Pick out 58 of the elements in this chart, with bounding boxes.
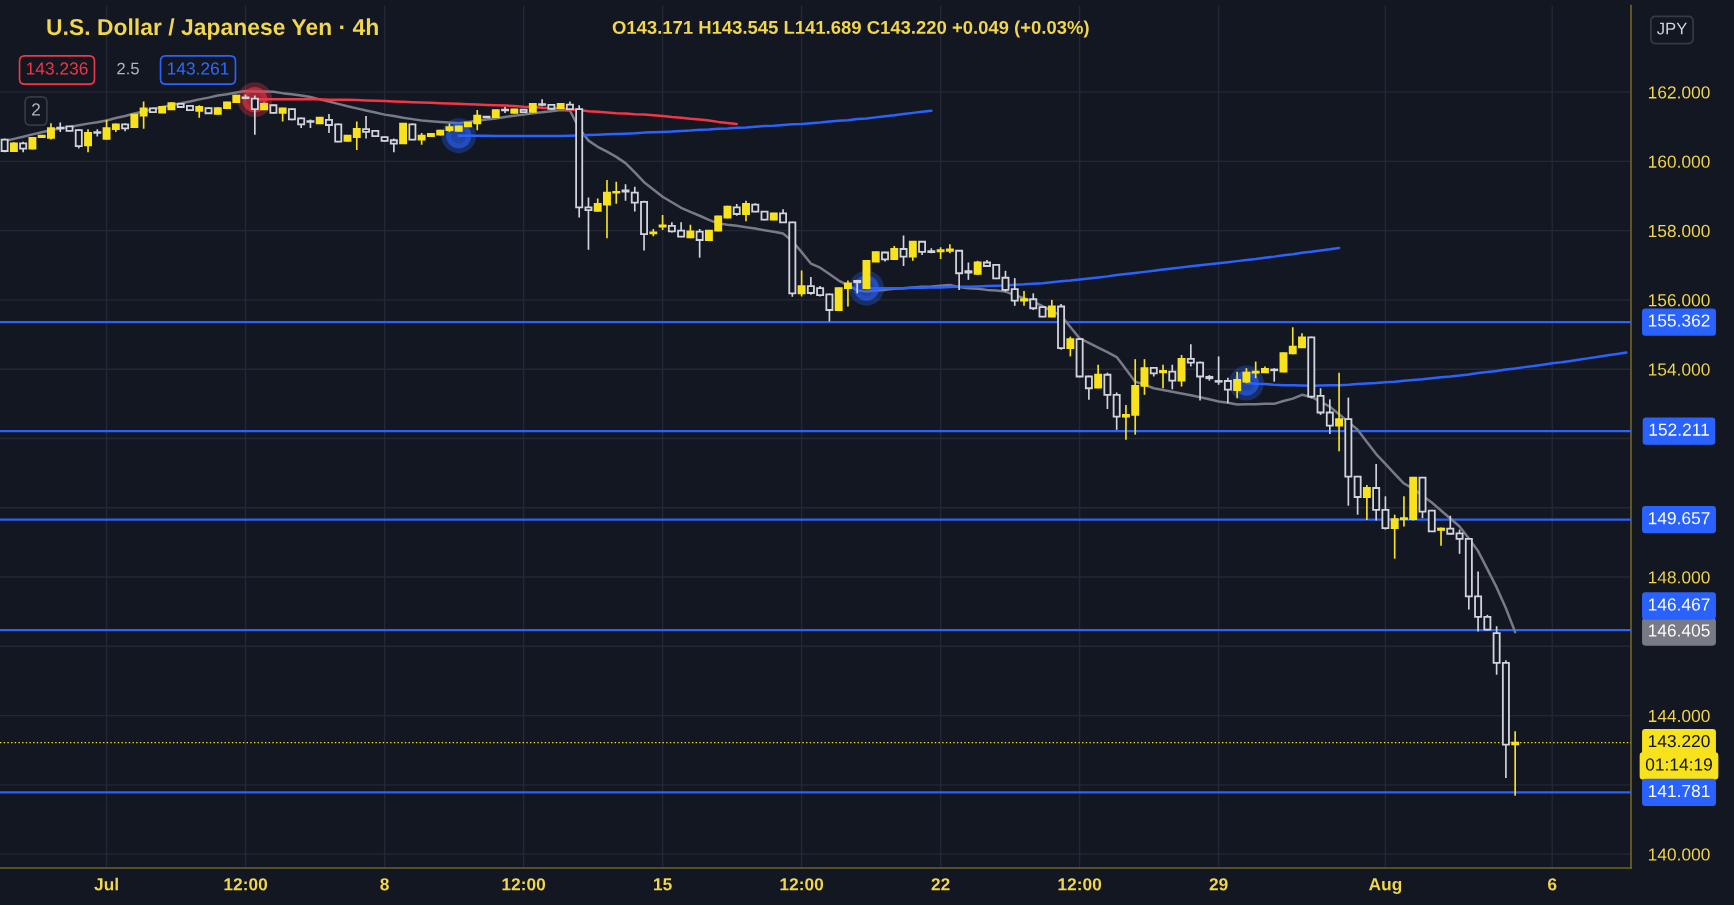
y-tick-label: 162.000 [1648,86,1710,99]
y-tick-label: 140.000 [1648,848,1710,861]
x-tick-label: 12:00 [502,878,546,891]
candlestick [1140,358,1149,396]
candlestick [1446,514,1455,536]
candlestick [1270,367,1279,383]
x-tick-label: 22 [931,878,950,891]
y-tick-label: 156.000 [1648,294,1710,307]
candlestick [1159,363,1167,390]
candlestick [1010,277,1019,307]
candlestick [695,228,704,259]
text: O143.171 H143.545 L141.689 C143.220 +0.049 (+0.03%) [612,20,1089,38]
candlestick [908,240,917,262]
candlestick [797,269,806,298]
candlestick [84,128,93,154]
y-tick-label: 144.000 [1648,709,1710,723]
candlestick [742,200,750,223]
annotation: 143.261 [167,62,229,75]
ref-line-label: 146.467 [1648,598,1710,611]
x-tick-label: 29 [1209,878,1228,891]
candlestick [899,234,908,267]
x-tick-label: 15 [654,878,672,891]
candlestick [352,120,361,151]
candlestick [74,128,83,150]
ref-line-label: 152.211 [1649,423,1709,436]
x-tick-label: 12:00 [780,878,824,891]
candlestick [1362,484,1371,521]
candlestick [1353,475,1362,516]
ref-line-label: 143.220 [1648,734,1710,748]
annotation: 2 [32,103,40,116]
candlestick [139,100,148,130]
y-tick-label: 154.000 [1648,363,1710,376]
x-tick-label: Jul [94,877,118,891]
ref-line-label: 141.781 [1648,784,1710,798]
candlestick [1335,371,1344,453]
ref-line-label: 149.657 [1648,512,1710,525]
text: 01:14:19 [1645,758,1712,771]
x-tick-label: Aug [1368,878,1402,894]
candlestick [1168,363,1177,391]
annotation: 2.5 [117,62,139,75]
text: U.S. Dollar / Japanese Yen · 4h [47,18,378,40]
text: JPY [1656,22,1687,35]
x-tick-label: 6 [1548,878,1557,891]
annotation: 143.236 [26,62,88,75]
y-tick-label: 160.000 [1648,155,1710,168]
x-tick-label: 12:00 [1058,878,1102,891]
y-tick-label: 158.000 [1648,224,1710,238]
text: 146.405 [1648,624,1710,637]
candlestick [1001,269,1010,293]
candlestick [1066,335,1075,358]
ref-line-label: 155.362 [1648,314,1710,327]
candlestick [1103,371,1112,410]
x-tick-label: 12:00 [224,878,268,891]
candlestick [1279,351,1288,374]
x-tick-label: 8 [380,878,389,891]
candlestick [1112,391,1121,431]
y-tick-label: 148.000 [1648,571,1710,584]
candlestick [1177,354,1186,388]
